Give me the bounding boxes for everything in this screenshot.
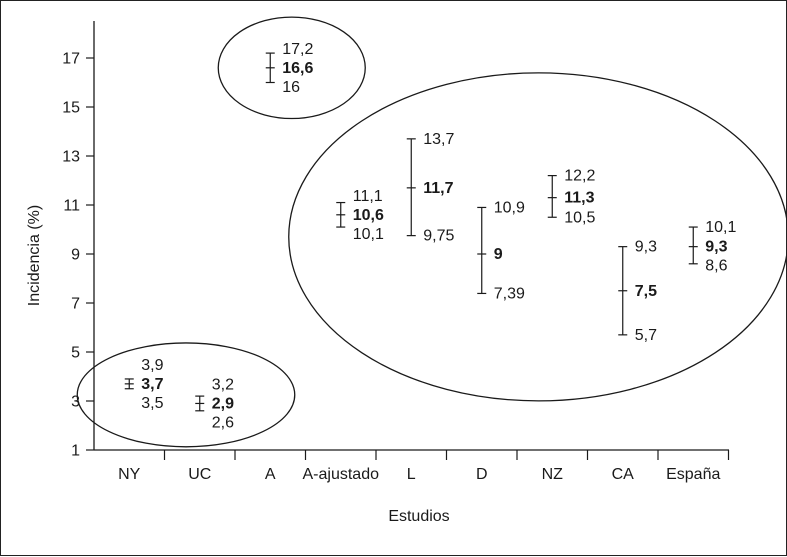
- x-tick-label: A-ajustado: [303, 466, 380, 483]
- label-upper: 13,7: [423, 131, 454, 148]
- x-tick-label: L: [407, 466, 416, 483]
- label-lower: 16: [282, 79, 300, 96]
- label-mean: 11,3: [564, 190, 594, 207]
- label-mean: 9: [494, 246, 503, 263]
- label-mean: 7,5: [635, 283, 657, 300]
- label-mean: 9,3: [705, 239, 727, 256]
- label-lower: 8,6: [705, 258, 727, 275]
- x-tick-label: CA: [612, 466, 635, 483]
- label-mean: 3,7: [141, 376, 163, 393]
- x-tick-label: NZ: [542, 466, 564, 483]
- label-lower: 2,6: [212, 414, 234, 431]
- y-tick-label: 17: [62, 51, 80, 68]
- y-axis-title: Incidencia (%): [26, 205, 43, 306]
- label-mean: 16,6: [282, 60, 313, 77]
- label-mean: 2,9: [212, 395, 234, 412]
- x-tick-label: NY: [118, 466, 141, 483]
- label-upper: 10,1: [705, 219, 736, 236]
- x-tick-label: D: [476, 466, 488, 483]
- y-tick-label: 3: [71, 394, 80, 411]
- x-tick-label: A: [265, 466, 276, 483]
- label-upper: 9,3: [635, 239, 657, 256]
- label-mean: 11,7: [423, 180, 453, 197]
- x-axis-title: Estudios: [388, 508, 449, 525]
- x-tick-label: UC: [188, 466, 211, 483]
- label-lower: 7,39: [494, 285, 525, 302]
- y-tick-label: 7: [71, 296, 80, 313]
- label-upper: 12,2: [564, 168, 595, 185]
- label-upper: 11,1: [353, 188, 383, 205]
- y-tick-label: 5: [71, 345, 80, 362]
- y-tick-label: 1: [71, 443, 80, 460]
- y-tick-label: 9: [71, 247, 80, 264]
- label-upper: 3,2: [212, 376, 234, 393]
- label-lower: 10,5: [564, 209, 595, 226]
- label-lower: 9,75: [423, 228, 454, 245]
- x-tick-label: España: [666, 466, 720, 483]
- label-lower: 3,5: [141, 395, 163, 412]
- y-tick-label: 13: [62, 149, 80, 166]
- label-lower: 5,7: [635, 327, 657, 344]
- label-mean: 10,6: [353, 207, 384, 224]
- label-lower: 10,1: [353, 226, 384, 243]
- label-upper: 17,2: [282, 41, 313, 58]
- label-upper: 10,9: [494, 199, 525, 216]
- label-upper: 3,9: [141, 357, 163, 374]
- group-ellipse: [76, 342, 296, 448]
- group-ellipse: [288, 72, 787, 402]
- group-ellipse: [217, 16, 366, 120]
- y-tick-label: 11: [63, 198, 80, 215]
- y-tick-label: 15: [62, 100, 80, 117]
